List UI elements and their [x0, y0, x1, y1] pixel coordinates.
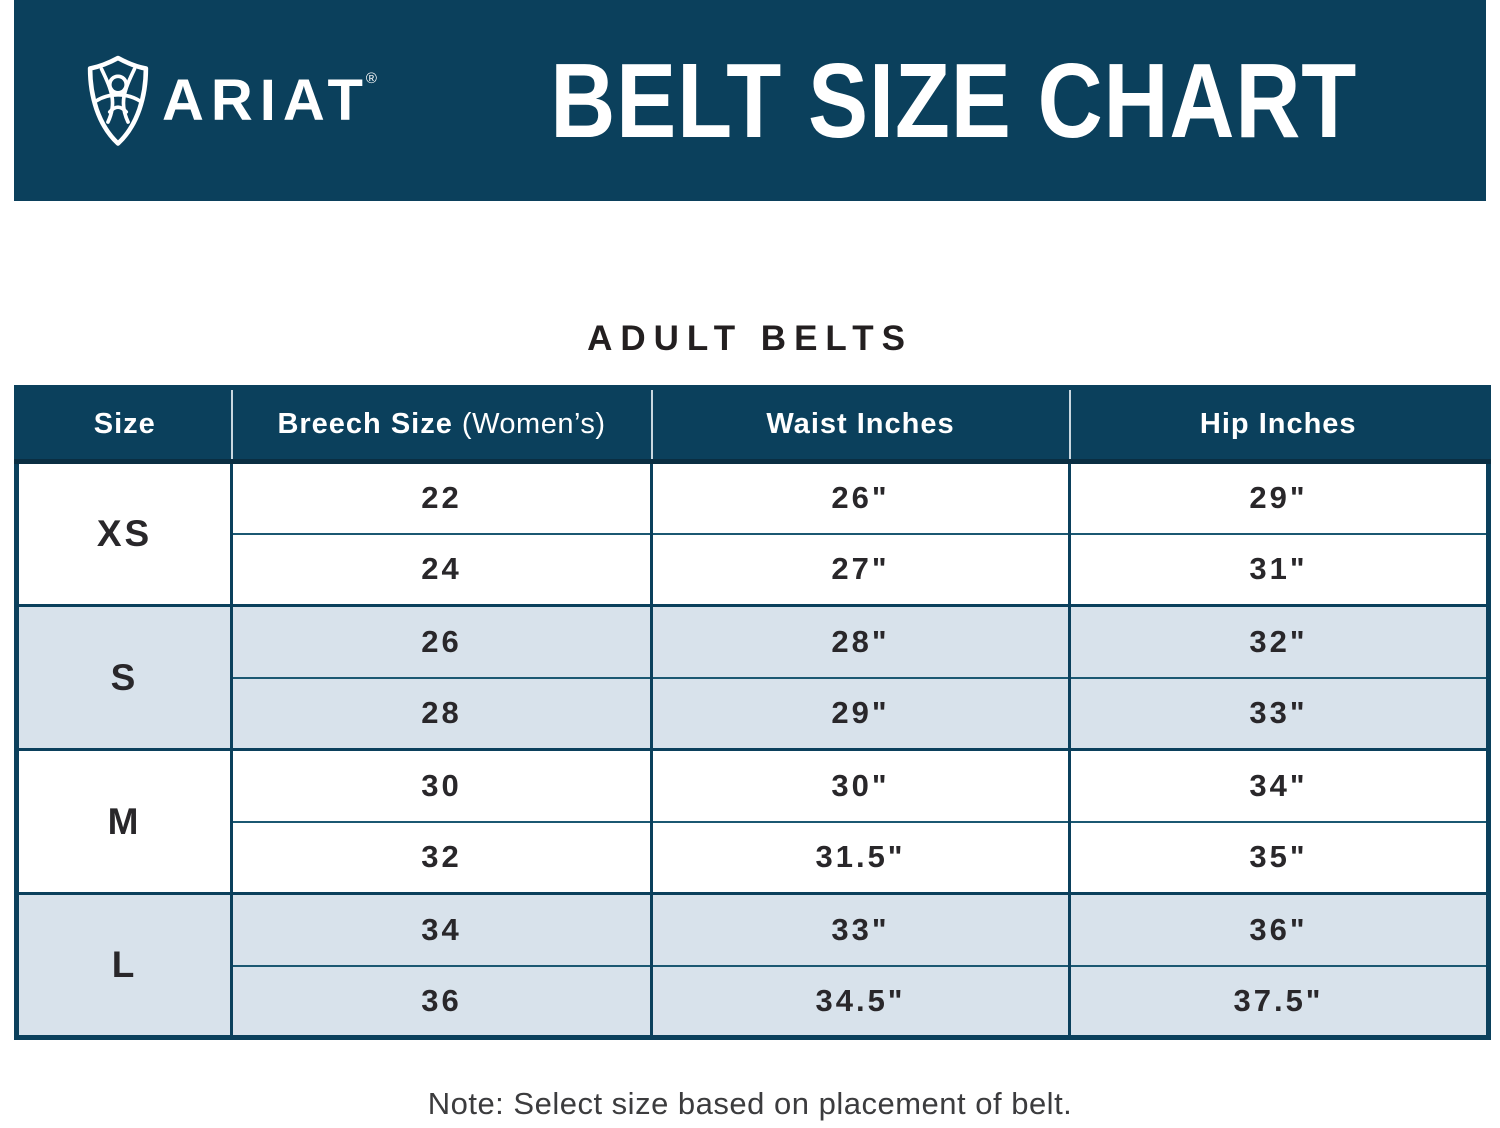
size-cell: S — [16, 604, 233, 750]
hip-cell: 36" — [1069, 892, 1489, 966]
page-title: BELT SIZE CHART — [550, 41, 1357, 160]
breech-cell: 26 — [231, 604, 653, 678]
hip-cell: 31" — [1069, 532, 1489, 606]
hip-cell: 35" — [1069, 820, 1489, 894]
column-header-breech-label: Breech Size — [277, 408, 453, 440]
breech-cell: 32 — [231, 820, 653, 894]
breech-cell: 22 — [231, 460, 653, 534]
header-banner: ARIAT ® BELT SIZE CHART — [14, 0, 1486, 201]
table-row: 32 31.5" 35" — [17, 820, 1489, 894]
column-header-waist-inches: Waist Inches — [651, 387, 1071, 464]
waist-cell: 30" — [651, 748, 1071, 822]
brand-wordmark: ARIAT — [162, 67, 370, 133]
waist-cell: 28" — [651, 604, 1071, 678]
waist-cell: 27" — [651, 532, 1071, 606]
table-row: 36 34.5" 37.5" — [17, 964, 1489, 1038]
hip-cell: 32" — [1069, 604, 1489, 678]
column-header-hip-inches: Hip Inches — [1069, 387, 1489, 464]
breech-cell: 36 — [231, 964, 653, 1038]
table-body: XS 22 26" 29" 24 27" 31" S 26 28" 32" 28 29" 33" M 30 30… — [16, 460, 1489, 1038]
waist-cell: 26" — [651, 460, 1071, 534]
breech-cell: 34 — [231, 892, 653, 966]
hip-cell: 37.5" — [1069, 964, 1489, 1038]
table-header: Size Breech Size (Women’s) Waist Inches … — [16, 387, 1489, 464]
table-header-row: Size Breech Size (Women’s) Waist Inches … — [16, 387, 1489, 464]
hip-cell: 33" — [1069, 676, 1489, 750]
waist-cell: 33" — [651, 892, 1071, 966]
hip-cell: 34" — [1069, 748, 1489, 822]
breech-cell: 24 — [231, 532, 653, 606]
banner-title-wrap: BELT SIZE CHART — [381, 48, 1486, 154]
table-row: L 34 33" 36" — [16, 892, 1489, 1038]
waist-cell: 34.5" — [651, 964, 1071, 1038]
table-row: 28 29" 33" — [17, 676, 1489, 750]
size-cell: M — [16, 748, 233, 894]
column-header-breech-sub: (Women’s) — [461, 408, 606, 440]
footnote: Note: Select size based on placement of … — [427, 1086, 1073, 1121]
size-cell: XS — [16, 460, 233, 606]
registered-mark: ® — [365, 70, 377, 87]
hip-cell: 29" — [1069, 460, 1489, 534]
belt-size-table: Size Breech Size (Women’s) Waist Inches … — [14, 385, 1491, 1040]
column-header-breech-size: Breech Size (Women’s) — [231, 387, 653, 464]
brand-logo: ARIAT ® — [86, 53, 381, 149]
ariat-shield-icon — [87, 55, 149, 146]
table-row: XS 22 26" 29" — [16, 460, 1489, 606]
breech-cell: 30 — [231, 748, 653, 822]
section-title: ADULT BELTS — [587, 319, 913, 358]
column-header-size: Size — [16, 387, 233, 464]
table-row: 24 27" 31" — [17, 532, 1489, 606]
table-row: M 30 30" 34" — [16, 748, 1489, 894]
breech-cell: 28 — [231, 676, 653, 750]
size-cell: L — [16, 892, 233, 1038]
waist-cell: 29" — [651, 676, 1071, 750]
waist-cell: 31.5" — [651, 820, 1071, 894]
table-row: S 26 28" 32" — [16, 604, 1489, 750]
